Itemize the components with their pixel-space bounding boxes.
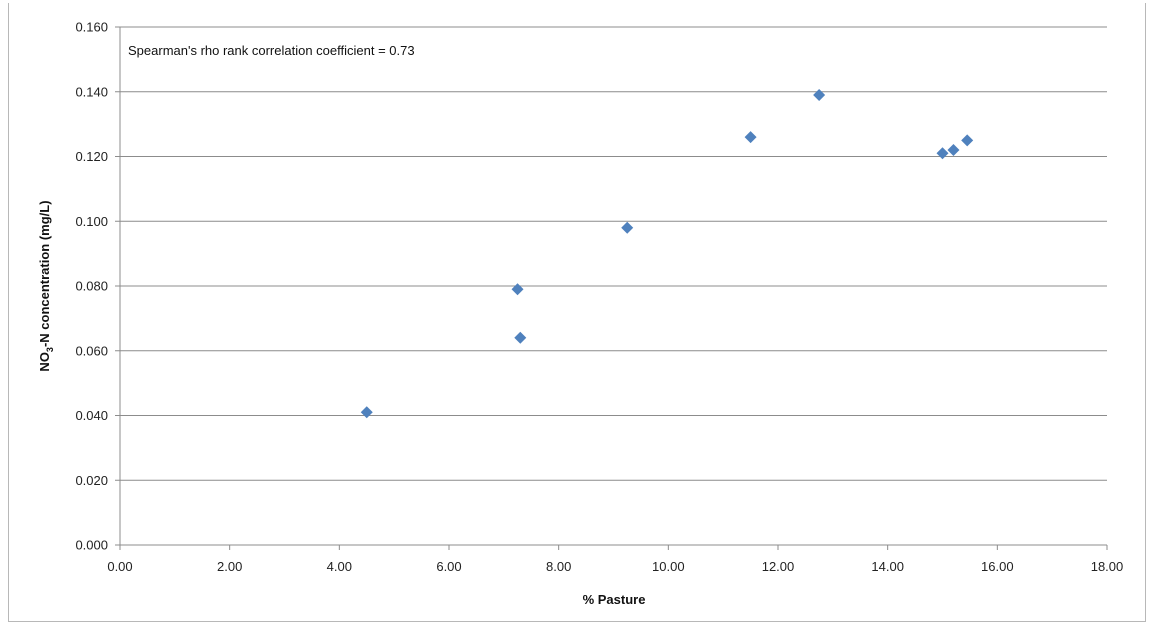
- y-axis-label-post: -N concentration (mg/L): [37, 200, 52, 347]
- data-point-1: [511, 283, 524, 296]
- chart-frame: [8, 3, 1146, 622]
- y-axis-label-pre: NO: [37, 352, 52, 372]
- axes: [115, 26, 1108, 550]
- x-tick-label-1: 2.00: [217, 559, 242, 574]
- y-tick-label-8: 0.160: [75, 20, 108, 35]
- x-tick-label-9: 18.00: [1091, 559, 1124, 574]
- x-tick-label-2: 4.00: [327, 559, 352, 574]
- y-tick-label-0: 0.000: [75, 538, 108, 553]
- y-tick-label-5: 0.100: [75, 214, 108, 229]
- y-tick-labels: 0.000 0.020 0.040 0.060 0.080 0.100 0.120 0.140…: [75, 20, 108, 553]
- x-tick-label-6: 12.00: [762, 559, 795, 574]
- data-point-5: [813, 88, 826, 101]
- y-axis-label-sub: 3: [45, 347, 55, 352]
- x-tick-label-8: 16.00: [981, 559, 1014, 574]
- y-tick-label-2: 0.040: [75, 408, 108, 423]
- y-tick-label-6: 0.120: [75, 149, 108, 164]
- data-point-0: [360, 406, 373, 419]
- data-point-2: [514, 331, 527, 344]
- x-tick-label-4: 8.00: [546, 559, 571, 574]
- data-point-3: [621, 221, 634, 234]
- y-tick-label-7: 0.140: [75, 84, 108, 99]
- y-axis-label: NO3-N concentration (mg/L): [37, 200, 55, 371]
- data-point-6: [936, 147, 949, 160]
- x-tick-label-0: 0.00: [107, 559, 132, 574]
- x-tick-label-3: 6.00: [436, 559, 461, 574]
- x-tick-labels: 0.00 2.00 4.00 6.00 8.00 10.00 12.00 14.00 16.00…: [107, 559, 1123, 574]
- data-point-8: [961, 134, 974, 147]
- x-axis-label: % Pasture: [583, 592, 646, 607]
- data-point-4: [744, 131, 757, 144]
- y-tick-label-4: 0.080: [75, 279, 108, 294]
- x-tick-label-7: 14.00: [871, 559, 904, 574]
- grid-lines: [120, 26, 1107, 481]
- y-tick-label-1: 0.020: [75, 473, 108, 488]
- data-points: [360, 88, 974, 419]
- correlation-annotation: Spearman's rho rank correlation coeffici…: [128, 43, 415, 58]
- y-tick-label-3: 0.060: [75, 343, 108, 358]
- data-point-7: [947, 144, 960, 157]
- x-tick-label-5: 10.00: [652, 559, 685, 574]
